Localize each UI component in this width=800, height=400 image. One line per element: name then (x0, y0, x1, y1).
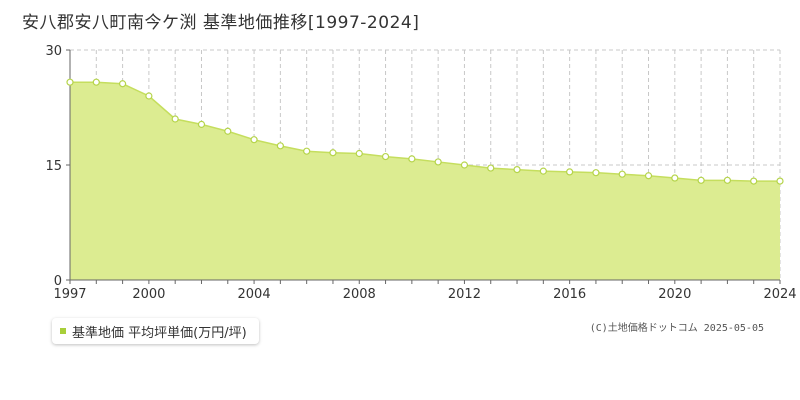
data-point (750, 177, 758, 185)
data-point (381, 152, 390, 161)
chart-title: 安八郡安八町南今ケ渕 基準地価推移[1997-2024] (22, 13, 420, 33)
x-tick-label: 2024 (763, 287, 796, 302)
data-point (303, 147, 311, 155)
legend-label: 基準地価 平均坪単価(万円/坪) (72, 325, 247, 341)
data-point (618, 170, 626, 178)
data-point (644, 172, 653, 180)
data-point (145, 92, 153, 100)
data-point (513, 166, 521, 174)
data-point (329, 149, 337, 157)
data-point (118, 80, 127, 88)
series-area (70, 82, 780, 280)
copyright-credit: (C)土地価格ドットコム 2025-05-05 (589, 323, 764, 334)
data-point (66, 78, 74, 86)
data-point (434, 158, 442, 166)
series-line (70, 81, 780, 182)
x-tick-label: 2012 (448, 287, 481, 302)
data-point (539, 167, 547, 175)
data-point (776, 177, 784, 185)
data-point (276, 142, 284, 150)
data-point (592, 169, 600, 177)
x-tick-label: 2016 (553, 287, 586, 302)
data-point (671, 174, 679, 182)
data-point (566, 168, 574, 176)
data-point (197, 120, 206, 128)
data-point (697, 176, 705, 184)
data-point (224, 127, 232, 135)
data-point (408, 155, 416, 163)
data-point (460, 161, 469, 169)
legend: 基準地価 平均坪単価(万円/坪) (52, 318, 259, 344)
x-tick-label: 2020 (658, 287, 691, 302)
data-point (171, 115, 179, 123)
x-tick-label: 2008 (343, 287, 376, 302)
data-point (355, 149, 363, 158)
x-tick-label: 2004 (238, 287, 271, 302)
legend-swatch-icon (60, 328, 66, 334)
data-point (250, 136, 258, 144)
data-point (487, 164, 495, 172)
y-tick-label: 0 (54, 274, 62, 289)
x-tick-label: 1997 (53, 287, 86, 302)
data-point (92, 78, 100, 86)
y-tick-label: 15 (45, 159, 62, 174)
x-tick-label: 2000 (132, 287, 165, 302)
y-tick-label: 30 (45, 44, 62, 59)
data-point (723, 176, 732, 184)
